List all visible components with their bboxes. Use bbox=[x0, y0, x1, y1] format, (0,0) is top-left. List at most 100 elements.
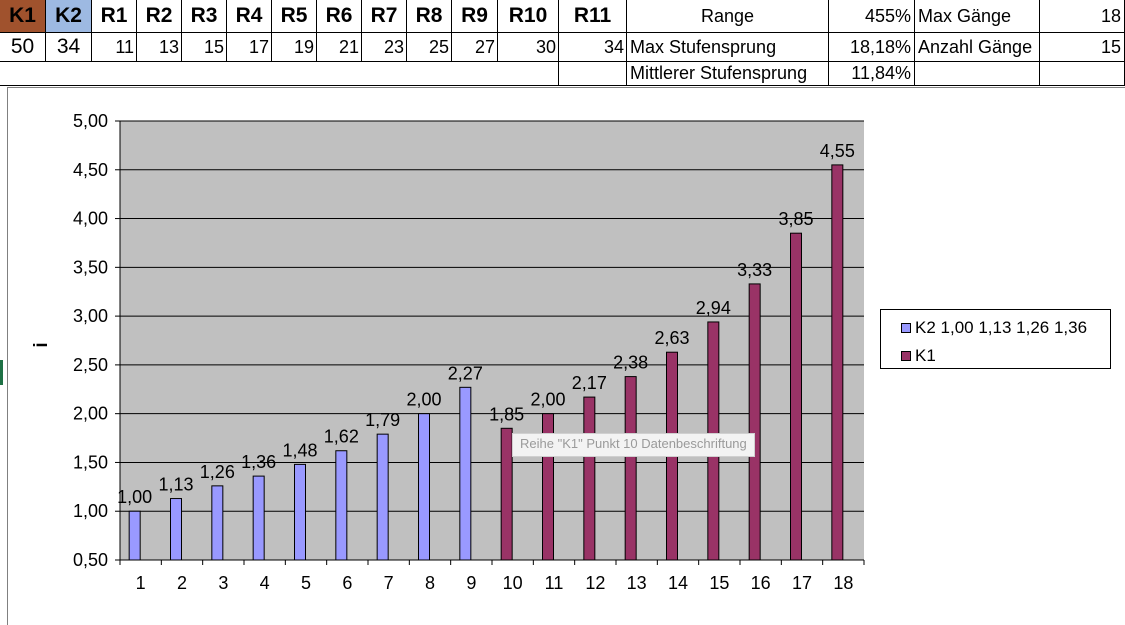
header-cell-r6[interactable]: R6 bbox=[317, 0, 362, 33]
value-cell-r10[interactable]: 30 bbox=[498, 33, 559, 62]
sheet-edge-marker bbox=[0, 360, 3, 385]
bar-k2 bbox=[294, 463, 306, 561]
stat-max-gears-label[interactable]: Max Gänge bbox=[915, 0, 1040, 33]
legend-swatch-k2 bbox=[901, 323, 911, 333]
data-label: 2,00 bbox=[406, 390, 441, 410]
value-cell-r5[interactable]: 19 bbox=[272, 33, 317, 62]
x-tick-label: 13 bbox=[627, 573, 647, 593]
stat-gear-count-label[interactable]: Anzahl Gänge bbox=[915, 33, 1040, 62]
header-cell-r4[interactable]: R4 bbox=[227, 0, 272, 33]
y-tick-label: 0,50 bbox=[73, 550, 108, 570]
bar-k2 bbox=[170, 498, 182, 561]
data-label: 1,36 bbox=[241, 452, 276, 472]
header-cell-r3[interactable]: R3 bbox=[182, 0, 227, 33]
x-tick-label: 5 bbox=[301, 573, 311, 593]
plot-area bbox=[120, 121, 864, 560]
bar-k2 bbox=[128, 510, 141, 561]
data-label: 1,00 bbox=[117, 487, 152, 507]
data-label: 2,94 bbox=[696, 298, 731, 318]
empty-cell[interactable] bbox=[915, 62, 1040, 86]
x-tick-label: 15 bbox=[709, 573, 729, 593]
y-tick-label: 1,50 bbox=[73, 452, 108, 472]
value-cell-r11[interactable]: 34 bbox=[559, 33, 627, 62]
bar-k1 bbox=[500, 427, 513, 561]
header-cell-r2[interactable]: R2 bbox=[137, 0, 182, 33]
x-tick-label: 11 bbox=[545, 573, 564, 593]
header-cell-r7[interactable]: R7 bbox=[362, 0, 407, 33]
data-label: 2,63 bbox=[654, 328, 689, 348]
bar-k2 bbox=[252, 475, 265, 561]
x-tick-label: 4 bbox=[260, 573, 270, 593]
x-tick-label: 12 bbox=[585, 573, 605, 593]
bar-k2 bbox=[211, 485, 224, 561]
bar-k1 bbox=[790, 232, 802, 561]
value-cell-r2[interactable]: 13 bbox=[137, 33, 182, 62]
header-cell-r11[interactable]: R11 bbox=[559, 0, 627, 33]
bar-k1 bbox=[542, 413, 554, 561]
legend-swatch-k1 bbox=[901, 351, 911, 361]
y-tick-label: 1,00 bbox=[73, 501, 108, 521]
stat-max-step-label[interactable]: Max Stufensprung bbox=[627, 33, 829, 62]
empty-cell[interactable] bbox=[559, 62, 627, 86]
bar-k1 bbox=[583, 396, 596, 561]
x-tick-label: 9 bbox=[466, 573, 476, 593]
header-cell-r1[interactable]: R1 bbox=[92, 0, 137, 33]
y-tick-label: 5,00 bbox=[73, 111, 108, 131]
stat-avg-step-label[interactable]: Mittlerer Stufensprung bbox=[627, 62, 829, 86]
stat-max-step-value[interactable]: 18,18% bbox=[829, 33, 915, 62]
x-tick-label: 7 bbox=[384, 573, 394, 593]
stat-avg-step-value[interactable]: 11,84% bbox=[829, 62, 915, 86]
data-label: 2,17 bbox=[572, 373, 607, 393]
legend-label-k2: K2 1,00 1,13 1,26 1,36 bbox=[915, 318, 1088, 337]
value-cell-r8[interactable]: 25 bbox=[407, 33, 452, 62]
data-label: 3,85 bbox=[778, 209, 813, 229]
header-cell-k2[interactable]: K2 bbox=[46, 0, 92, 33]
data-label: 4,55 bbox=[820, 141, 855, 161]
y-tick-label: 2,00 bbox=[73, 404, 108, 424]
legend-item-k1: K1 bbox=[901, 342, 1110, 370]
value-cell-k2[interactable]: 34 bbox=[46, 33, 92, 62]
legend-label-k1: K1 bbox=[915, 346, 936, 365]
x-tick-label: 6 bbox=[342, 573, 352, 593]
bar-k1 bbox=[831, 164, 844, 561]
y-tick-label: 3,00 bbox=[73, 306, 108, 326]
x-tick-label: 1 bbox=[136, 573, 146, 593]
data-label: 2,38 bbox=[613, 353, 648, 373]
data-label: 1,62 bbox=[324, 427, 359, 447]
value-cell-r6[interactable]: 21 bbox=[317, 33, 362, 62]
value-cell-k1[interactable]: 50 bbox=[0, 33, 46, 62]
data-label: 1,26 bbox=[200, 462, 235, 482]
spreadsheet-grid: K1 K2 R1 R2 R3 R4 R5 R6 R7 R8 R9 R10 R11… bbox=[0, 0, 1125, 88]
data-label-tooltip: Reihe "K1" Punkt 10 Datenbeschriftung bbox=[512, 433, 755, 457]
value-cell-r4[interactable]: 17 bbox=[227, 33, 272, 62]
y-tick-label: 3,50 bbox=[73, 257, 108, 277]
x-tick-label: 8 bbox=[425, 573, 435, 593]
stat-range-label[interactable]: Range bbox=[627, 0, 829, 33]
header-cell-r5[interactable]: R5 bbox=[272, 0, 317, 33]
value-cell-r3[interactable]: 15 bbox=[182, 33, 227, 62]
y-axis-label: i bbox=[31, 342, 52, 347]
header-cell-r10[interactable]: R10 bbox=[498, 0, 559, 33]
x-tick-label: 16 bbox=[751, 573, 771, 593]
header-cell-r8[interactable]: R8 bbox=[407, 0, 452, 33]
bar-k2 bbox=[459, 386, 472, 561]
bar-k2 bbox=[335, 450, 348, 561]
value-cell-r9[interactable]: 27 bbox=[452, 33, 498, 62]
y-tick-label: 2,50 bbox=[73, 355, 108, 375]
y-tick-label: 4,50 bbox=[73, 160, 108, 180]
chart-legend[interactable]: K2 1,00 1,13 1,26 1,36 K1 bbox=[880, 309, 1111, 369]
header-cell-r9[interactable]: R9 bbox=[452, 0, 498, 33]
x-tick-label: 18 bbox=[833, 573, 853, 593]
empty-cell[interactable] bbox=[0, 62, 559, 86]
data-label: 2,00 bbox=[530, 390, 565, 410]
y-tick-label: 4,00 bbox=[73, 209, 108, 229]
value-cell-r7[interactable]: 23 bbox=[362, 33, 407, 62]
data-label: 1,48 bbox=[282, 440, 317, 460]
value-cell-r1[interactable]: 11 bbox=[92, 33, 137, 62]
header-cell-k1[interactable]: K1 bbox=[0, 0, 46, 33]
stat-range-value[interactable]: 455% bbox=[829, 0, 915, 33]
bar-k2 bbox=[376, 433, 389, 561]
data-label: 2,27 bbox=[448, 363, 483, 383]
bar-k2 bbox=[418, 413, 430, 561]
